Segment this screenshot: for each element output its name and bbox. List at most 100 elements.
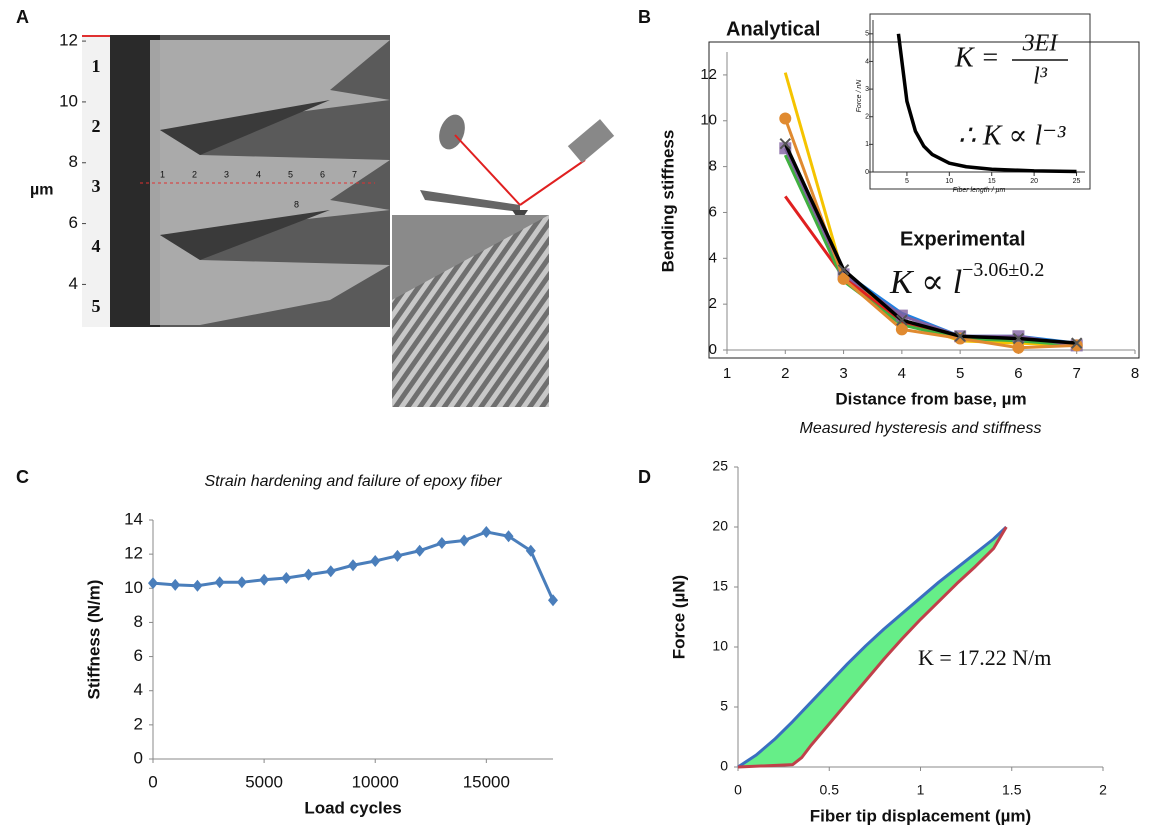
y-tick-label: 5: [865, 31, 869, 38]
x-tick-label: 0: [148, 772, 157, 791]
marker-label: 6: [320, 169, 325, 179]
y-tick-label: 0: [865, 169, 869, 176]
x-axis-label: Load cycles: [304, 798, 401, 817]
segment-label: 1: [92, 56, 101, 76]
marker: [259, 573, 270, 586]
marker: [303, 568, 314, 581]
annotation: Analytical: [726, 18, 820, 40]
y-axis-label: Bending stiffness: [658, 130, 677, 273]
panel-label: A: [16, 7, 29, 27]
formula-denominator: l³: [1033, 64, 1048, 90]
y-tick-label: 8: [134, 612, 143, 631]
y-axis-label: Force / nN: [856, 79, 863, 113]
marker: [779, 137, 791, 150]
marker: [481, 525, 492, 538]
marker: [281, 572, 292, 585]
y-tick-label: 20: [712, 518, 728, 534]
y-tick-label: 4: [865, 58, 869, 65]
y-tick-label: 10: [700, 112, 717, 129]
data-line: [783, 142, 1077, 345]
x-tick-label: 15000: [463, 772, 510, 791]
y-tick-label: 0: [720, 758, 728, 774]
x-tick-label: 5000: [245, 772, 283, 791]
marker: [459, 534, 470, 547]
y-tick-label: 0: [709, 341, 717, 358]
y-tick-label: 10: [712, 638, 728, 654]
y-tick-label: 4: [134, 680, 143, 699]
marker: [1071, 337, 1083, 349]
x-tick-label: 8: [1131, 365, 1139, 382]
afm-diagram: [392, 114, 615, 407]
marker: [895, 323, 908, 336]
marker-label: 8: [294, 199, 299, 209]
marker: [1012, 341, 1025, 354]
x-tick-label: 3: [839, 365, 847, 382]
marker: [348, 559, 358, 572]
marker-label: 1: [160, 169, 165, 179]
data-line: [737, 525, 1008, 769]
y-tick-label: 2: [134, 714, 143, 733]
y-tick-label: 4: [709, 249, 717, 266]
marker: [236, 576, 247, 589]
marker: [837, 272, 850, 285]
x-axis-label: Distance from base, µm: [835, 389, 1026, 408]
y-tick-label: 6: [709, 203, 717, 220]
y-tick-label: 6: [69, 213, 78, 232]
segment-label: 2: [92, 116, 101, 136]
segment-label: 4: [92, 236, 101, 256]
x-tick-label: 10000: [352, 772, 399, 791]
y-tick-label: 8: [69, 152, 78, 171]
y-tick-label: 15: [712, 578, 728, 594]
marker: [148, 577, 158, 590]
formula-base: K ∝ l: [889, 264, 962, 301]
marker-label: 7: [352, 169, 357, 179]
y-tick-label: 10: [124, 578, 143, 597]
x-tick-label: 1: [917, 782, 925, 798]
segment-label: 5: [92, 296, 101, 316]
y-tick-label: 5: [720, 698, 728, 714]
panel-label: D: [638, 467, 651, 487]
segment-label: 3: [92, 176, 101, 196]
x-tick-label: 0: [734, 782, 742, 798]
x-axis-label: Fiber length / µm: [953, 187, 1006, 194]
marker-label: 3: [224, 169, 229, 179]
panel-label: C: [16, 467, 29, 487]
marker-label: 4: [256, 169, 261, 179]
marker: [954, 330, 966, 342]
marker: [325, 565, 336, 578]
x-tick-label: 5: [905, 178, 909, 185]
marker-label: 5: [288, 169, 293, 179]
hysteresis-area: [738, 527, 1007, 767]
x-tick-label: 2: [781, 365, 789, 382]
marker: [525, 544, 536, 557]
x-tick-label: 4: [898, 365, 906, 382]
marker: [436, 537, 447, 550]
y-tick-label: 1: [865, 141, 869, 148]
micrograph: [82, 35, 390, 327]
marker: [214, 576, 225, 589]
y-axis-label: Force (µN): [669, 575, 688, 659]
fit-formula: K ∝ l−3.06±0.2: [889, 259, 1044, 301]
y-axis-label: µm: [30, 181, 53, 198]
marker: [779, 112, 792, 125]
marker: [414, 544, 425, 557]
chart-title: Measured hysteresis and stiffness: [800, 420, 1042, 437]
x-tick-label: 0.5: [820, 782, 840, 798]
data-line: [896, 33, 1077, 174]
formula-proportionality: ∴ K ∝ l⁻³: [958, 120, 1066, 151]
y-tick-label: 2: [709, 295, 717, 312]
marker: [548, 594, 558, 607]
marker: [503, 530, 514, 543]
x-tick-label: 10: [945, 178, 953, 185]
y-tick-label: 10: [59, 91, 78, 110]
x-tick-label: 25: [1073, 178, 1081, 185]
annotation: K = 17.22 N/m: [918, 645, 1051, 670]
plot-frame: [708, 41, 1140, 359]
marker: [896, 314, 908, 326]
y-tick-label: 25: [712, 458, 728, 474]
x-tick-label: 7: [1073, 365, 1081, 382]
marker: [392, 549, 403, 562]
data-line: [783, 154, 1077, 347]
y-tick-label: 2: [865, 114, 869, 121]
